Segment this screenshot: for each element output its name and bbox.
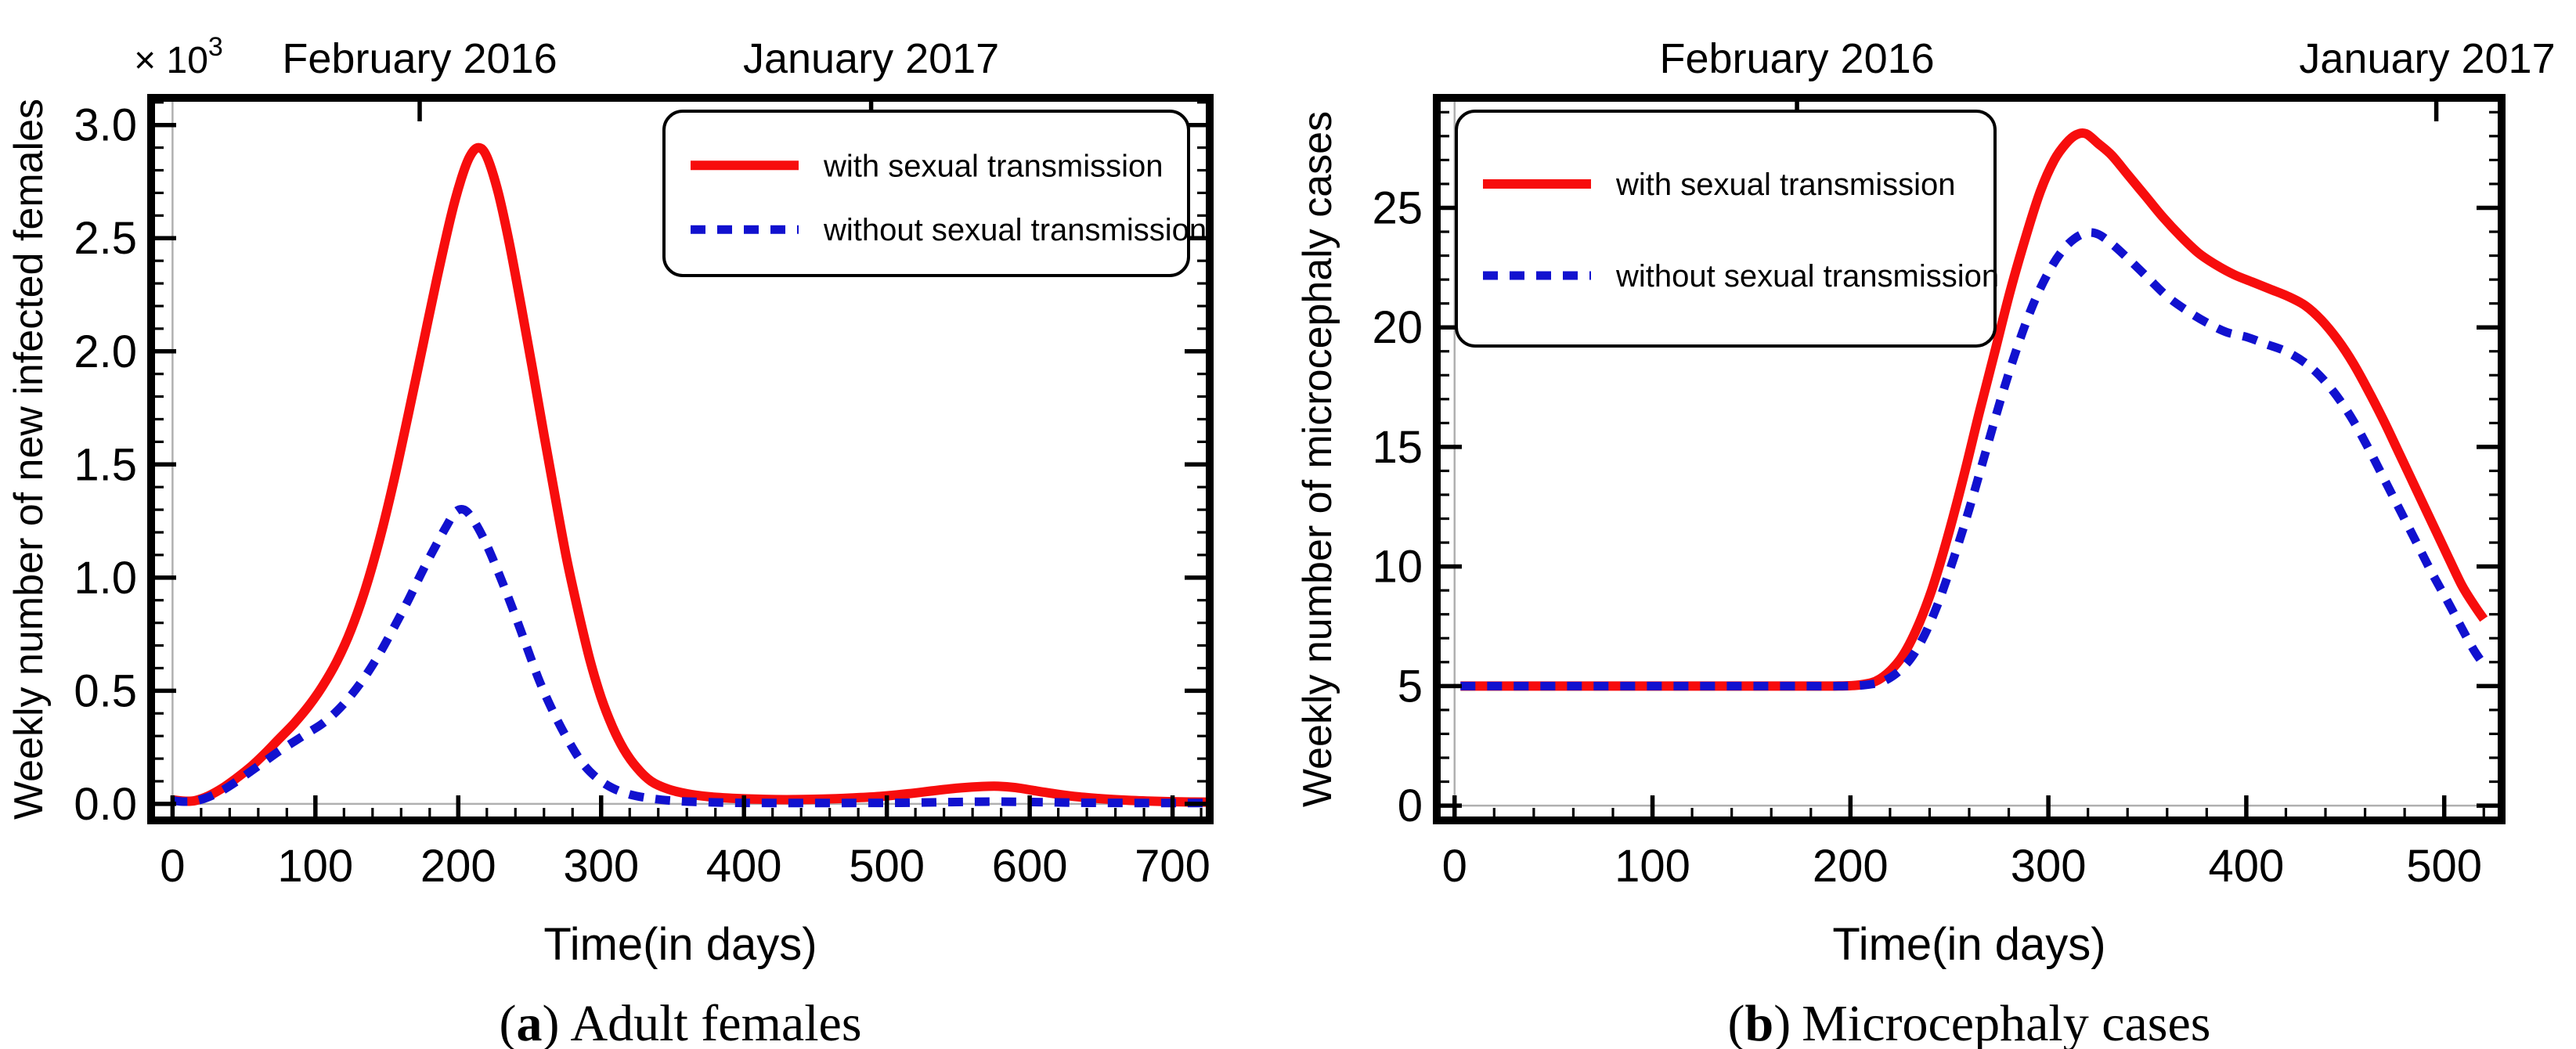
panel-b-ytick-label: 20 <box>1372 302 1423 353</box>
caption-a-prefix: ( <box>499 995 517 1049</box>
legend-label: with sexual transmission <box>823 149 1164 183</box>
panel-b-ytick-label: 10 <box>1372 542 1423 593</box>
panel-a-ytick-label: 0.0 <box>74 779 137 830</box>
legend-label: without sexual transmission <box>1615 259 1999 294</box>
panel-b-xtick-label: 300 <box>2011 841 2087 892</box>
panel-a-xtick-label: 200 <box>420 841 496 892</box>
panel-a-plot: 0 100 200 300 400 500 600 700 0.0 0.5 1.0 1.5 2.0 2.5… <box>6 32 1214 970</box>
panel-b-legend: with sexual transmission without sexual t… <box>1455 110 1999 348</box>
panel-a-xtick-label: 0 <box>160 841 185 892</box>
caption-b-suffix: ) <box>1773 995 1791 1049</box>
panel-a-xtick-label: 600 <box>992 841 1068 892</box>
panel-b-with-transmission-curve <box>1460 128 2488 691</box>
caption-a-text: Adult females <box>570 995 862 1049</box>
legend-box <box>662 110 1190 277</box>
legend-label: with sexual transmission <box>1615 168 1956 202</box>
panel-b-ylabel: Weekly number of microcephaly cases <box>1295 111 1340 807</box>
panel-a-xtick-label: 500 <box>849 841 925 892</box>
panel-a-ytick-label: 3.0 <box>74 100 137 151</box>
caption-b-text: Microcephaly cases <box>1802 995 2211 1049</box>
panel-a-with-transmission-curve <box>171 142 1209 807</box>
panel-a-date-annotation: February 2016 <box>282 35 557 82</box>
panel-b-ytick-label: 0 <box>1398 780 1423 831</box>
panel-b-ytick-label: 15 <box>1372 422 1423 473</box>
caption-b-prefix: ( <box>1727 995 1745 1049</box>
panel-a-xlabel: Time(in days) <box>543 919 817 970</box>
panel-b-xtick-label: 100 <box>1615 841 1690 892</box>
panel-b-xtick-label: 400 <box>2209 841 2285 892</box>
caption-b-letter: b <box>1744 995 1774 1049</box>
legend-label: without sexual transmission <box>823 213 1207 247</box>
panel-a-xtick-label: 400 <box>706 841 782 892</box>
panel-b-xtick-label: 200 <box>1813 841 1889 892</box>
panel-a-date-annotation: January 2017 <box>743 35 999 82</box>
caption-a-suffix: ) <box>542 995 560 1049</box>
panel-a-ytick-label: 2.0 <box>74 326 137 377</box>
panel-b-without-transmission-curve <box>1460 228 2488 690</box>
panel-b-plot: 0 100 200 300 400 500 0 5 10 15 20 25 February 2016 J… <box>1295 35 2556 970</box>
panel-b-xlabel: Time(in days) <box>1832 919 2105 970</box>
caption-a-letter: a <box>516 995 543 1049</box>
panel-a-xtick-label: 100 <box>277 841 353 892</box>
panel-a-frame <box>147 94 1214 824</box>
panel-a-legend: with sexual transmission without sexual t… <box>662 110 1207 277</box>
panel-b-ticks <box>1437 110 2502 820</box>
legend-box <box>1455 110 1997 348</box>
panel-a-ytick-label: 1.0 <box>74 553 137 604</box>
panel-a-ylabel: Weekly number of new infected females <box>6 99 52 820</box>
panel-b-xtick-label: 0 <box>1442 841 1467 892</box>
panel-a-ytick-label: 0.5 <box>74 665 137 716</box>
panel-b-ytick-label: 5 <box>1398 661 1423 712</box>
panel-a-xtick-label: 300 <box>563 841 639 892</box>
panel-b-caption: (b) Microcephaly cases <box>1437 994 2502 1049</box>
y-axis-multiplier: × 103 <box>134 32 223 81</box>
panel-b-xtick-label: 500 <box>2406 841 2482 892</box>
panel-a-xtick-label: 700 <box>1135 841 1210 892</box>
panel-a-without-transmission-curve <box>171 504 1209 808</box>
panel-b-ytick-label: 25 <box>1372 182 1423 233</box>
panel-a-ytick-label: 1.5 <box>74 439 137 490</box>
panel-a-ytick-label: 2.5 <box>74 213 137 264</box>
panel-a-caption: (a) Adult females <box>151 994 1210 1049</box>
panel-b-date-annotation: January 2017 <box>2299 35 2555 82</box>
panel-b-date-annotation: February 2016 <box>1659 35 1934 82</box>
